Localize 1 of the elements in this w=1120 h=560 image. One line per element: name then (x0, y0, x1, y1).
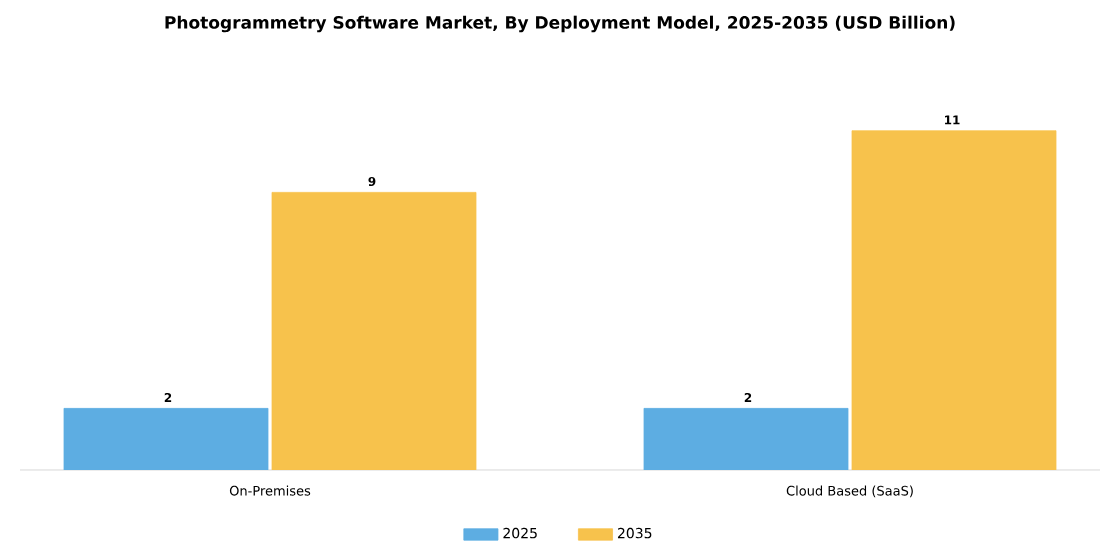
chart-title: Photogrammetry Software Market, By Deployment Model, 2025-2035 (USD Billion) (165, 15, 955, 33)
